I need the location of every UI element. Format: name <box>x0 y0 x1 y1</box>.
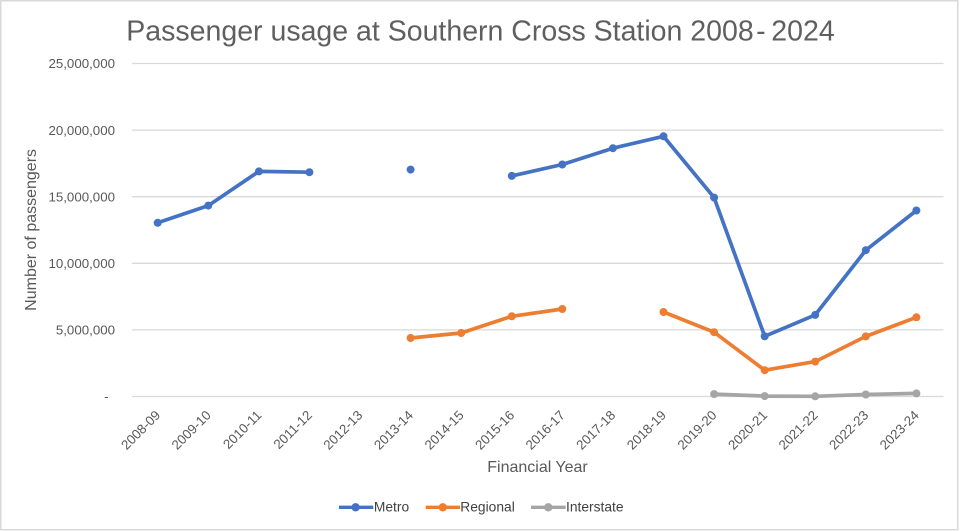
svg-text:20,000,000: 20,000,000 <box>48 123 115 138</box>
svg-text:10,000,000: 10,000,000 <box>48 256 115 271</box>
svg-text:Passenger usage at Southern Cr: Passenger usage at Southern Cross Statio… <box>126 15 835 47</box>
svg-text:25,000,000: 25,000,000 <box>48 56 115 71</box>
svg-text:Metro: Metro <box>374 500 410 515</box>
svg-text:Number of passengers: Number of passengers <box>23 149 40 311</box>
svg-text:15,000,000: 15,000,000 <box>48 189 115 204</box>
svg-text:Financial Year: Financial Year <box>487 459 588 476</box>
svg-text:5,000,000: 5,000,000 <box>56 323 115 338</box>
svg-text:-: - <box>104 389 108 404</box>
svg-text:Interstate: Interstate <box>566 500 624 515</box>
svg-text:Regional: Regional <box>460 500 514 515</box>
